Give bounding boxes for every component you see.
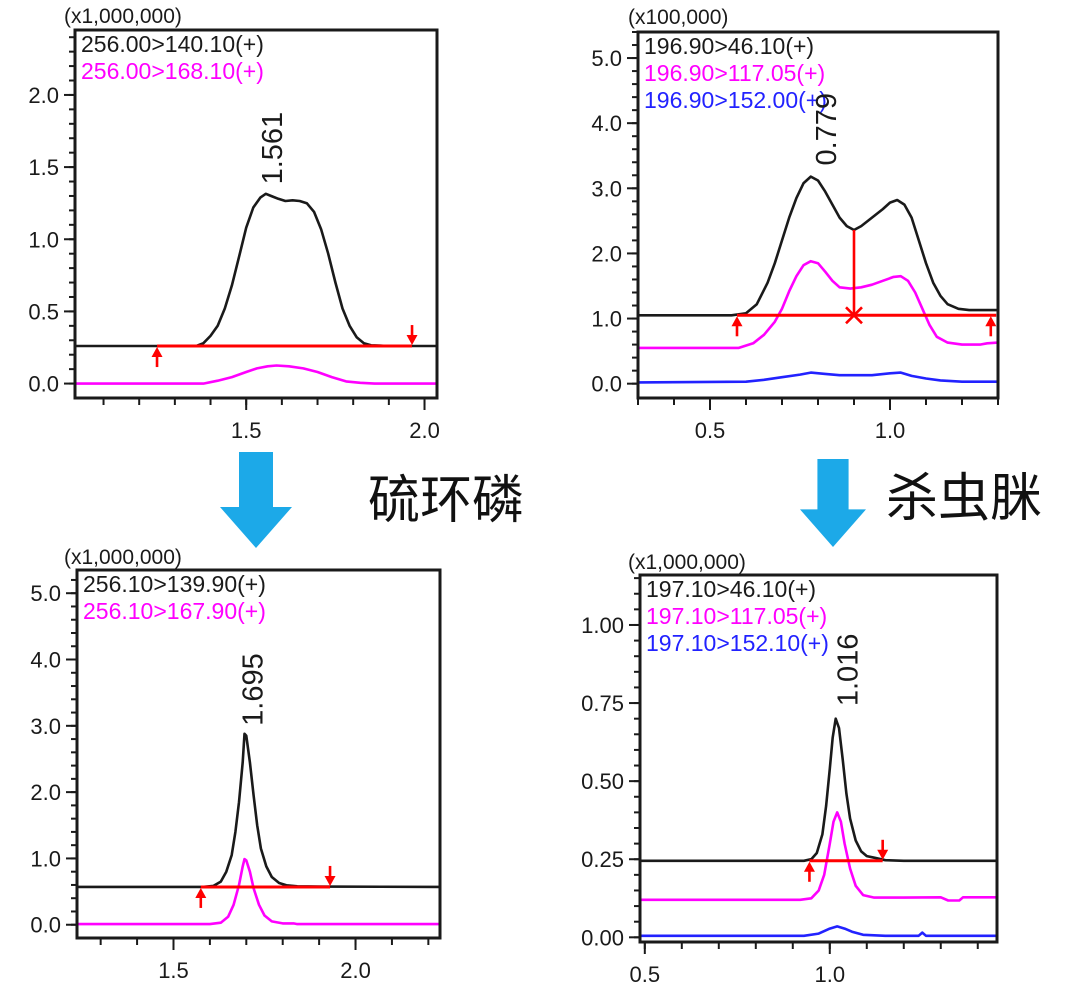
baseline-end-arrow-icon: [877, 839, 889, 860]
y-axis-tick-label: 3.0: [30, 714, 61, 739]
baseline-start-arrow-icon: [151, 347, 163, 368]
y-axis-tick-label: 2.0: [30, 780, 61, 805]
x-axis-tick-label: 2.0: [340, 958, 371, 983]
y-axis-tick-label: 1.5: [28, 155, 59, 180]
intensity-scale-label: (x100,000): [628, 6, 729, 29]
plot-border: [636, 30, 1000, 400]
chromatogram-panel-top-right: (x100,000) 0.0 1.0 2.0 3.0 4.0 5.0 0.5 1.0 196.9…: [558, 0, 1080, 445]
peak-retention-time-label: 1.561: [257, 112, 289, 185]
trace-transition-label: 197.10>117.05(+): [646, 603, 827, 629]
intensity-scale-label: (x1,000,000): [64, 5, 182, 28]
chromatogram-trace: [640, 925, 997, 938]
y-axis-tick-label: 0.25: [581, 847, 624, 872]
peak-retention-time-label: 0.779: [811, 93, 843, 166]
trace-transition-label: 197.10>152.10(+): [646, 630, 829, 656]
trace-transition-label: 256.10>167.90(+): [83, 598, 266, 624]
trace-transition-label: 196.90>152.00(+): [644, 87, 827, 113]
baseline-start-arrow-icon: [195, 887, 207, 908]
y-axis-tick-label: 0.0: [30, 913, 61, 938]
chromatogram-plot: 0.0 1.0 2.0 3.0 4.0 5.0 1.5 2.0 256.10>139.90(+)…: [30, 568, 442, 983]
y-axis-tick-label: 1.0: [591, 307, 622, 332]
peak-retention-time-label: 1.016: [833, 634, 865, 707]
y-axis-tick-label: 0.5: [28, 299, 59, 324]
y-axis-tick-label: 4.0: [30, 648, 61, 673]
compound-name-right: 杀虫脒: [886, 470, 1043, 528]
y-axis-tick-label: 0.0: [28, 372, 59, 397]
plot-border: [75, 568, 442, 940]
chromatogram-trace: [75, 192, 437, 348]
y-axis-tick-label: 3.0: [591, 176, 622, 201]
compound-name-left: 硫环磷: [368, 472, 525, 530]
plot-border: [73, 28, 439, 400]
trace-transition-label: 196.90>117.05(+): [644, 60, 825, 86]
x-axis-tick-label: 0.5: [695, 418, 726, 443]
y-axis-tick-label: 1.0: [30, 846, 61, 871]
plot-border: [638, 573, 999, 944]
trace-transition-label: 256.10>139.90(+): [83, 571, 266, 597]
y-axis-tick-label: 0.75: [581, 691, 624, 716]
baseline-start-arrow-icon: [731, 316, 743, 337]
y-axis-tick-label: 0.50: [581, 769, 624, 794]
y-axis-tick-label: 5.0: [30, 581, 61, 606]
y-axis-tick-label: 1.00: [581, 613, 624, 638]
x-axis-tick-label: 2.0: [409, 418, 440, 443]
y-axis-tick-label: 2.0: [28, 83, 59, 108]
chromatogram-trace: [77, 857, 440, 926]
baseline-start-arrow-icon: [985, 316, 997, 337]
intensity-scale-label: (x1,000,000): [628, 551, 746, 574]
y-axis-tick-label: 2.0: [591, 241, 622, 266]
x-axis-tick-label: 0.5: [630, 962, 661, 987]
chromatogram-plot: 0.01.02.03.04.05.00.5 1.0196.90>46.10(+)1…: [591, 30, 1000, 443]
chromatogram-trace: [638, 175, 998, 317]
peak-retention-time-label: 1.695: [238, 653, 270, 726]
y-axis-tick-label: 4.0: [591, 111, 622, 136]
x-axis-tick-label: 1.0: [875, 418, 906, 443]
baseline-end-arrow-icon: [324, 865, 336, 886]
y-axis-tick-label: 1.0: [28, 227, 59, 252]
chromatogram-plot: 0.00 0.25 0.50 0.75 1.00 0.5 1.0 197.10>46.10(+…: [581, 573, 999, 987]
trace-transition-label: 196.90>46.10(+): [644, 33, 814, 59]
chromatogram-trace: [77, 732, 441, 889]
y-axis-tick-label: 5.0: [591, 46, 622, 71]
down-arrow-icon: [800, 454, 866, 557]
chromatogram-trace: [75, 364, 437, 385]
y-axis-tick-label: 0.0: [591, 372, 622, 397]
intensity-scale-label: (x1,000,000): [64, 546, 182, 569]
axis-ticks: [64, 36, 426, 410]
baseline-end-arrow-icon: [406, 325, 418, 346]
baseline-start-arrow-icon: [803, 861, 815, 882]
trace-transition-label: 197.10>46.10(+): [646, 576, 816, 602]
chromatogram-trace: [640, 811, 997, 902]
valley-marker-icon: [845, 306, 863, 325]
x-axis-tick-label: 1.5: [158, 958, 189, 983]
down-arrow-shape: [220, 452, 292, 548]
chromatogram-panel-top-left: (x1,000,000) 0.0 0.5 1.0 1.5 2.0 1.5 2.0 256.00…: [0, 0, 465, 445]
chromatogram-trace: [640, 717, 997, 863]
y-axis-tick-label: 0.00: [581, 925, 624, 950]
chromatogram-panel-bottom-right: (x1,000,000) 0.00 0.25 0.50 0.75 1.00 0.5 1.0 1…: [558, 545, 1080, 1006]
trace-transition-label: 256.00>168.10(+): [81, 58, 264, 84]
chromatogram-trace: [638, 259, 999, 350]
chromatogram-panel-bottom-left: (x1,000,000) 0.0 1.0 2.0 3.0 4.0 5.0 1.5 2.0 256…: [0, 545, 465, 1006]
x-axis-tick-label: 1.5: [231, 418, 262, 443]
x-axis-tick-label: 1.0: [814, 962, 845, 987]
trace-transition-label: 256.00>140.10(+): [81, 31, 264, 57]
chromatogram-trace: [637, 371, 998, 384]
chromatogram-plot: 0.0 0.5 1.0 1.5 2.0 1.5 2.0 256.00>140.10(+)256…: [28, 28, 440, 443]
axis-ticks: [66, 578, 430, 950]
down-arrow-icon: [220, 452, 292, 553]
down-arrow-shape: [800, 459, 866, 547]
